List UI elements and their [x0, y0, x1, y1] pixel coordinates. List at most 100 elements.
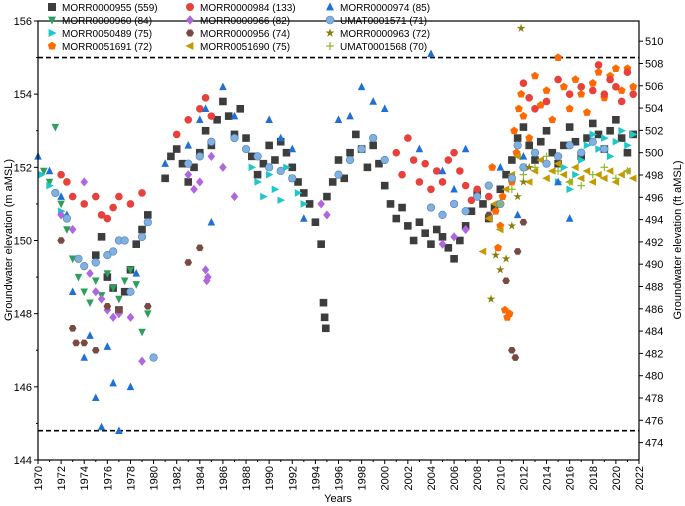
series-3	[488, 53, 638, 321]
data-point	[196, 177, 204, 187]
data-point	[46, 181, 54, 190]
data-point	[184, 115, 193, 124]
data-point	[120, 236, 129, 245]
data-point	[601, 134, 609, 142]
data-point	[484, 192, 493, 201]
y-tick-label-left: 146	[14, 382, 32, 394]
data-point	[612, 83, 620, 91]
data-point	[167, 152, 175, 161]
data-point	[553, 152, 563, 161]
data-point	[323, 210, 331, 220]
data-point	[138, 189, 146, 197]
data-point	[248, 152, 256, 161]
data-point	[219, 97, 227, 106]
legend: MORR0000955 (559) MORR0000960 (84) MORR005…	[47, 2, 430, 53]
data-point	[513, 192, 522, 201]
data-point	[565, 104, 574, 113]
data-point	[115, 192, 123, 201]
data-point	[109, 247, 118, 256]
data-point	[571, 137, 580, 146]
data-point	[536, 156, 544, 164]
data-point	[305, 200, 314, 208]
data-point	[404, 222, 412, 230]
data-point	[201, 94, 210, 102]
data-point	[583, 108, 591, 116]
data-point	[577, 83, 586, 91]
data-point	[72, 339, 80, 347]
x-tick-label: 2000	[380, 466, 392, 490]
data-point	[438, 166, 447, 175]
data-point	[496, 200, 505, 208]
data-point	[629, 90, 638, 98]
data-point	[277, 196, 286, 205]
data-point	[565, 214, 574, 222]
data-point	[375, 159, 383, 168]
data-point	[282, 148, 291, 157]
data-point	[498, 192, 507, 200]
data-point	[524, 162, 534, 172]
x-tick-label: 2020	[611, 466, 623, 490]
data-point	[513, 248, 522, 255]
data-point	[554, 177, 562, 186]
y-axis-title-right: Groundwater elevation (ft aMSL)	[672, 161, 684, 320]
data-point	[63, 178, 71, 186]
series-6	[57, 200, 528, 361]
data-point	[409, 236, 418, 245]
data-point	[494, 243, 502, 252]
data-point	[45, 166, 54, 175]
data-point	[501, 185, 510, 194]
y-tick-label-left: 144	[14, 455, 32, 467]
data-point	[565, 141, 574, 150]
data-point	[115, 295, 123, 304]
data-point	[600, 90, 609, 98]
data-point	[606, 152, 615, 161]
data-point	[57, 170, 65, 179]
x-tick-label: 2010	[495, 466, 507, 490]
data-point	[386, 200, 395, 208]
data-point	[380, 181, 389, 190]
data-point	[219, 162, 227, 172]
data-point	[109, 203, 117, 212]
data-point	[444, 156, 453, 164]
data-point	[68, 255, 77, 264]
legend-label: MORR0000966 (82)	[200, 16, 290, 27]
data-point	[138, 225, 146, 234]
y-tick-label-right: 508	[645, 58, 663, 70]
data-point	[103, 342, 112, 350]
data-point	[57, 210, 65, 220]
data-point	[265, 141, 273, 150]
data-point	[513, 141, 522, 150]
legend-marker	[47, 41, 57, 50]
data-point	[511, 354, 520, 361]
x-tick-label: 2004	[426, 466, 438, 490]
data-point	[600, 144, 609, 154]
x-tick-label: 1996	[334, 466, 346, 490]
data-point	[103, 251, 112, 260]
x-tick-label: 1994	[310, 466, 322, 490]
data-point	[612, 137, 621, 146]
data-point	[617, 170, 625, 179]
data-point	[80, 288, 89, 297]
y-tick-label-right: 500	[645, 148, 663, 160]
data-point	[230, 111, 239, 120]
data-point	[415, 178, 424, 186]
data-point	[207, 137, 216, 146]
data-point	[628, 174, 637, 183]
data-point	[421, 229, 429, 237]
data-point	[143, 310, 152, 319]
data-point	[531, 163, 539, 172]
data-point	[530, 148, 540, 157]
data-points	[34, 23, 638, 434]
data-point	[132, 269, 141, 277]
data-point	[51, 188, 60, 198]
data-point	[583, 134, 591, 142]
data-point	[438, 210, 447, 219]
data-point	[230, 192, 239, 202]
data-point	[115, 426, 123, 434]
data-point	[525, 141, 534, 150]
data-point	[599, 174, 608, 183]
data-point	[542, 126, 551, 135]
data-point	[582, 167, 591, 175]
data-point	[507, 221, 517, 230]
